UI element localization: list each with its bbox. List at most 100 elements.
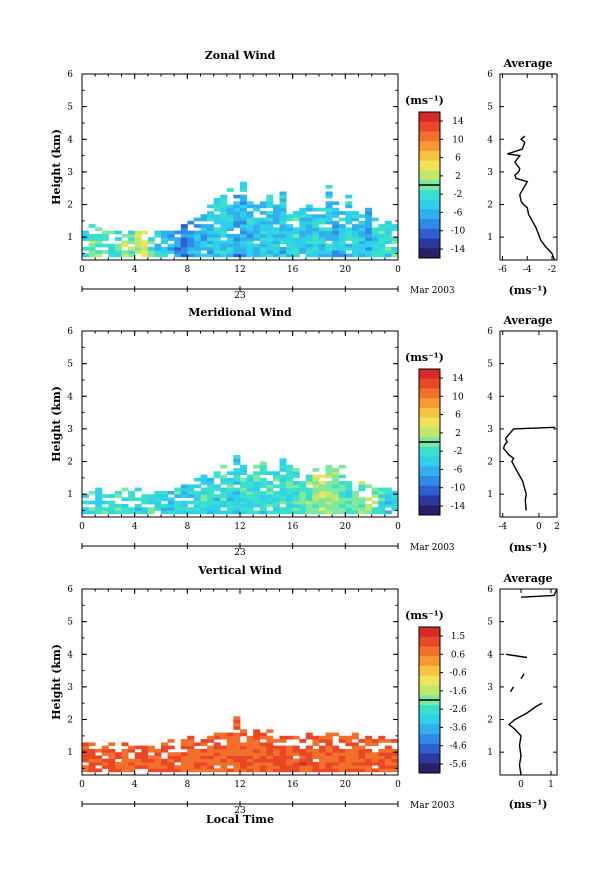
heatmap-cell xyxy=(279,474,287,479)
average-frame xyxy=(499,588,558,776)
heatmap-cell xyxy=(272,507,280,511)
colorbar-tick-label: -10 xyxy=(451,484,466,494)
heatmap-cell xyxy=(233,253,241,258)
heatmap-cell xyxy=(128,233,136,238)
colorbar-swatch xyxy=(419,665,440,677)
heatmap-cell xyxy=(141,510,149,515)
heatmap-cell xyxy=(266,497,274,502)
heatmap-cell xyxy=(121,497,129,502)
heatmap-cell xyxy=(134,761,142,766)
heatmap-cell xyxy=(332,214,340,218)
heatmap-cell xyxy=(384,490,392,495)
heatmap-cell xyxy=(200,477,208,482)
heatmap-cell xyxy=(272,227,280,232)
heatmap-cell xyxy=(325,184,333,189)
heatmap-cell xyxy=(279,487,287,492)
heatmap-cell xyxy=(325,761,333,766)
heatmap-cell xyxy=(240,507,247,511)
heatmap-cell xyxy=(114,243,122,248)
heatmap-cell xyxy=(82,500,89,505)
heatmap-cell xyxy=(246,745,254,750)
heatmap-cell xyxy=(161,768,168,773)
heatmap-cell xyxy=(279,748,287,753)
heatmap-cell xyxy=(286,474,294,479)
heatmap-cell xyxy=(305,243,313,248)
heatmap-cell xyxy=(279,217,287,222)
heatmap-cell xyxy=(378,227,386,232)
heatmap-cell xyxy=(213,761,221,766)
heatmap-cell xyxy=(279,739,287,743)
heatmap-cell xyxy=(240,729,247,733)
heatmap-cell xyxy=(213,758,221,763)
heatmap-cell xyxy=(253,732,261,737)
heatmap-cell xyxy=(213,253,221,258)
heatmap-cell xyxy=(167,503,175,508)
heatmap-cell xyxy=(220,246,228,251)
heatmap-cell xyxy=(246,765,254,769)
heatmap-cell xyxy=(299,481,307,485)
heatmap-cell xyxy=(338,739,346,743)
colorbar-tick-label: -3.6 xyxy=(449,723,467,733)
heatmap-cell xyxy=(180,230,188,235)
heatmap-cell xyxy=(319,507,326,511)
heatmap-cell xyxy=(226,246,234,251)
heatmap-cell xyxy=(391,768,399,773)
heatmap-cell xyxy=(88,237,96,241)
heatmap-cell xyxy=(259,735,267,740)
heatmap-cell xyxy=(246,250,254,254)
heatmap-cell xyxy=(351,214,359,218)
heatmap-cell xyxy=(101,250,109,254)
heatmap-cell xyxy=(174,253,182,258)
heatmap-cell xyxy=(266,220,274,225)
heatmap-cell xyxy=(305,224,313,228)
heatmap-cell xyxy=(187,490,195,495)
heatmap-cell xyxy=(319,497,326,502)
heatmap-cell xyxy=(141,494,149,498)
heatmap-cell xyxy=(167,507,175,511)
heatmap-cell xyxy=(266,484,274,489)
colorbar-tick-label: -6 xyxy=(454,465,463,475)
heatmap-cell xyxy=(358,214,366,218)
average-profile-line xyxy=(507,135,556,261)
heatmap-cell xyxy=(266,214,274,218)
heatmap-cell xyxy=(305,503,313,508)
heatmap-cell xyxy=(305,735,313,740)
heatmap-cell xyxy=(88,765,96,769)
heatmap-cell xyxy=(95,253,103,258)
heatmap-cell xyxy=(312,481,320,485)
heatmap-cell xyxy=(286,510,294,515)
heatmap-cell xyxy=(371,253,379,258)
heatmap-cell xyxy=(319,214,326,218)
heatmap-cell xyxy=(292,497,300,502)
x-tick-label: 20 xyxy=(340,265,352,275)
heatmap-cell xyxy=(180,768,188,773)
heatmap-cell xyxy=(174,765,182,769)
heatmap-cell xyxy=(272,745,280,750)
heatmap-cell xyxy=(345,487,353,492)
heatmap-cell xyxy=(272,755,280,760)
heatmap-cell xyxy=(193,503,201,508)
heatmap-cell xyxy=(253,748,261,753)
heatmap-cell xyxy=(279,240,287,245)
heatmap-cell xyxy=(95,237,103,241)
heatmap-cell xyxy=(358,233,366,238)
heatmap-cell xyxy=(200,490,208,495)
heatmap-cell xyxy=(207,487,215,492)
heatmap-cell xyxy=(207,503,215,508)
heatmap-cell xyxy=(351,250,359,254)
heatmap-cell xyxy=(272,490,280,495)
heatmap-cell xyxy=(325,253,333,258)
heatmap-cell xyxy=(292,468,300,472)
heatmap-cell xyxy=(161,745,168,750)
heatmap-cell xyxy=(253,243,261,248)
heatmap-cell xyxy=(299,230,307,235)
heatmap-cell xyxy=(292,250,300,254)
heatmap-cell xyxy=(253,474,261,479)
heatmap-cell xyxy=(220,217,228,222)
heatmap-cell xyxy=(299,497,307,502)
heatmap-cell xyxy=(305,745,313,750)
heatmap-cell xyxy=(351,497,359,502)
